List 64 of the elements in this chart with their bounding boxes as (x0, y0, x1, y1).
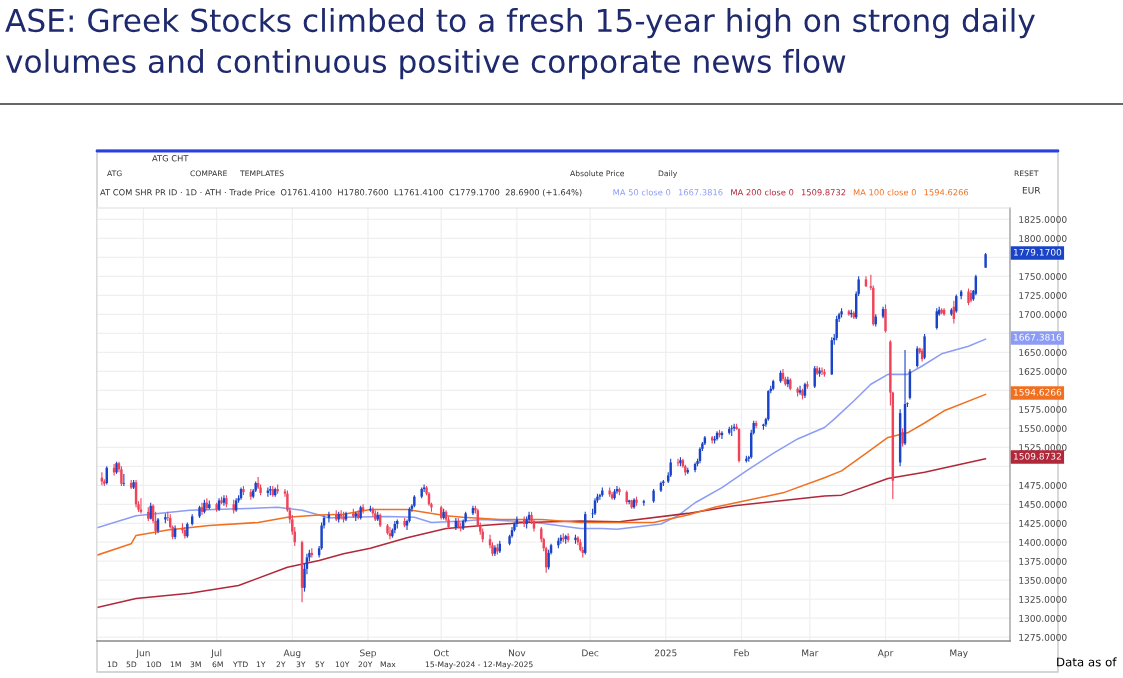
chart-subtitle: AT COM SHR PR ID · 1D · ATH · Trade Price O1761.4100 H1780.7600 L1761.4100 C1779.1700 28.6900 (+1.64%) (100, 188, 582, 197)
y-tick-label: 1350.0000 (1019, 576, 1067, 584)
y-tick-label: 1275.0000 (1019, 633, 1067, 641)
x-tick-label: Mar (802, 649, 819, 657)
text: 1779.1700 (1013, 248, 1062, 256)
x-tick-label: May (950, 649, 968, 659)
x-tick-label: Aug (283, 649, 301, 659)
text: MA 200 close 0 (731, 188, 794, 196)
text: MA 50 close 0 (613, 188, 671, 196)
x-tick-label: 2025 (654, 649, 677, 657)
text: ATG CHT (152, 155, 189, 162)
y-tick-label: 1450.0000 (1019, 500, 1067, 508)
candlestick (200, 502, 204, 516)
text: 1509.8732 (801, 189, 846, 196)
y-tick-label: 1325.0000 (1019, 595, 1067, 603)
text: MA 100 close 0 (853, 188, 916, 196)
line-series (97, 458, 987, 609)
text: 1594.6266 (924, 189, 969, 196)
candlestick (574, 534, 577, 545)
candlestick (122, 473, 126, 487)
y-tick-label: 1825.0000 (1019, 216, 1067, 223)
y-tick-label: 1550.0000 (1019, 425, 1067, 432)
y-tick-label: 1375.0000 (1019, 557, 1067, 565)
text: Data as of (1057, 657, 1117, 667)
x-tick-label: Apr (877, 649, 894, 659)
candlestick (635, 496, 638, 507)
chart-title: ASE: Greek Stocks climbed to a fresh 15-year high on strong daily volumes and continuous positive corporate news flow (5, 8, 1035, 80)
candlestick (515, 515, 519, 528)
text: EUR (1022, 186, 1041, 194)
x-tick-label: Dec (582, 649, 599, 657)
line-series (97, 393, 987, 556)
x-tick-label: Jun (135, 649, 150, 658)
y-tick-label: 1800.0000 (1019, 235, 1067, 242)
y-tick-label: 1425.0000 (1019, 519, 1067, 527)
y-tick-label: 1525.0000 (1019, 444, 1067, 451)
text: 1667.3816 (678, 189, 723, 196)
candlestick (386, 523, 389, 536)
y-tick-label: 1625.0000 (1019, 368, 1067, 375)
candlestick (955, 294, 958, 314)
y-tick-label: 1475.0000 (1019, 482, 1067, 489)
text: 1667.3816 (1013, 333, 1062, 341)
x-tick-label: Nov (508, 649, 526, 657)
candlestick (613, 488, 616, 501)
candlestick (901, 427, 904, 448)
y-tick-label: 1400.0000 (1019, 538, 1067, 546)
y-tick-label: 1575.0000 (1019, 406, 1067, 413)
x-tick-label: Feb (734, 649, 749, 657)
text: 1594.6266 (1013, 388, 1062, 396)
text: 1509.8732 (1013, 452, 1061, 460)
y-tick-label: 1750.0000 (1019, 273, 1067, 280)
y-tick-label: 1650.0000 (1019, 349, 1067, 356)
x-tick-label: Oct (433, 649, 449, 657)
candlestick (242, 485, 245, 496)
candlestick (120, 465, 123, 487)
candlestick (718, 429, 721, 438)
y-tick-label: 1725.0000 (1019, 292, 1067, 299)
y-tick-label: 1300.0000 (1019, 614, 1067, 622)
x-tick-label: Jul (210, 649, 222, 658)
line-series (97, 338, 987, 531)
y-tick-label: 1700.0000 (1019, 311, 1067, 318)
x-tick-label: Sep (360, 649, 376, 659)
candlestick (801, 388, 804, 400)
candlestick (823, 368, 826, 378)
candlestick (198, 505, 201, 519)
